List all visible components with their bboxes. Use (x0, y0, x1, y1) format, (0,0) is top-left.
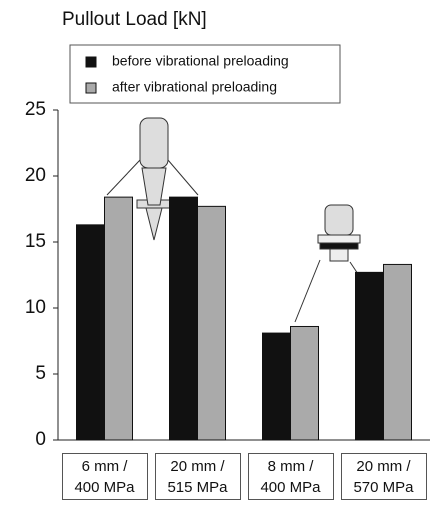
bar (76, 224, 105, 441)
chart-title: Pullout Load [kN] (62, 9, 207, 30)
bar (355, 271, 384, 441)
x-tick-label: 20 mm / 570 MPa (340, 453, 427, 500)
bar (169, 196, 198, 441)
y-tick-label: 15 (25, 231, 46, 252)
bar (290, 325, 319, 441)
illustrations (106, 117, 391, 323)
x-tick-label: 6 mm / 400 MPa (61, 453, 148, 500)
legend-label: before vibrational preloading (112, 53, 289, 69)
bar (383, 263, 412, 441)
y-tick-label: 10 (25, 297, 46, 318)
x-tick-label: 20 mm / 515 MPa (154, 453, 241, 500)
y-tick-label: 0 (35, 429, 46, 450)
legend-box (69, 44, 341, 104)
legend-swatch (85, 82, 97, 94)
y-tick-label: 25 (25, 99, 46, 120)
bar (262, 332, 291, 441)
bar (197, 205, 226, 441)
y-tick-label: 5 (35, 363, 46, 384)
x-tick-label: 8 mm / 400 MPa (247, 453, 334, 500)
legend-label: after vibrational preloading (112, 79, 277, 95)
legend-swatch (85, 56, 97, 68)
bar (104, 196, 133, 441)
y-tick-label: 20 (25, 165, 46, 186)
